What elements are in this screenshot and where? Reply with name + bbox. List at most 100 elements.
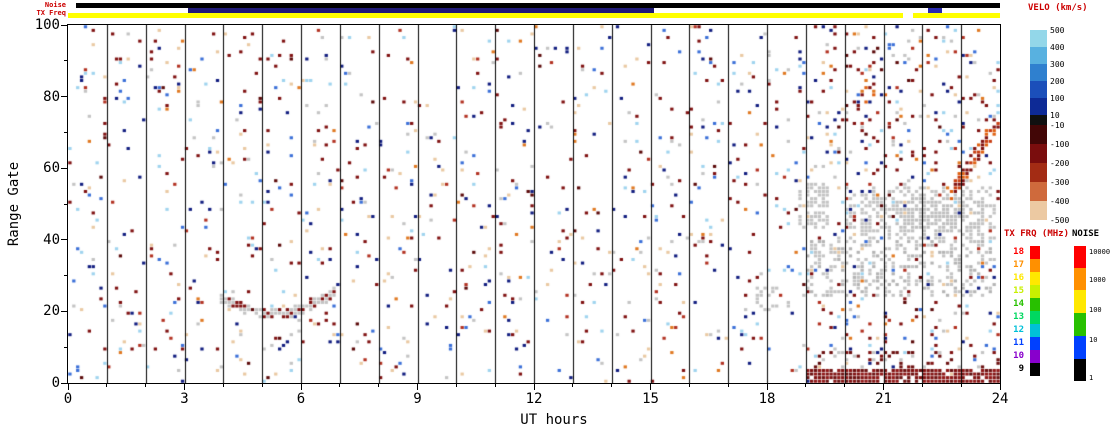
y-tick xyxy=(61,382,67,384)
x-tick xyxy=(650,384,651,390)
velo-colorbar-label: 10 xyxy=(1050,111,1060,120)
x-minor-tick xyxy=(688,384,690,387)
y-tick-label: 80 xyxy=(43,88,60,105)
y-tick xyxy=(61,239,67,241)
y-minor-tick xyxy=(64,275,67,277)
tx-frq-colorbar-segment xyxy=(1030,311,1040,324)
velo-colorbar-label: -10 xyxy=(1050,121,1065,130)
noise-colorbar-segment xyxy=(1074,313,1086,336)
x-tick xyxy=(184,384,185,390)
y-tick-label: 60 xyxy=(43,160,60,177)
x-tick-label: 3 xyxy=(180,391,189,407)
mode-indicator-segment xyxy=(928,8,942,13)
tx-frq-colorbar-segment xyxy=(1030,285,1040,298)
y-tick xyxy=(61,310,67,312)
velo-colorbar-label: -500 xyxy=(1050,216,1070,225)
x-minor-tick xyxy=(455,384,457,387)
velo-colorbar-label: -200 xyxy=(1050,159,1070,168)
x-tick xyxy=(999,384,1001,390)
x-tick-label: 6 xyxy=(296,391,306,407)
velo-colorbar-segment xyxy=(1030,30,1047,47)
x-minor-tick xyxy=(378,384,380,387)
noise-legend-title: NOISE xyxy=(1072,229,1100,239)
velo-colorbar-segment xyxy=(1030,163,1047,182)
y-minor-tick xyxy=(64,346,67,348)
velo-colorbar-segment xyxy=(1030,47,1047,64)
velo-colorbar-segment xyxy=(1030,182,1047,201)
tx-frq-legend-title: TX FRQ (MHz) xyxy=(1004,229,1070,239)
x-tick-label: 0 xyxy=(63,391,73,407)
velo-colorbar-segment xyxy=(1030,144,1047,163)
x-minor-tick xyxy=(805,384,807,387)
x-minor-tick xyxy=(572,384,574,387)
x-minor-tick xyxy=(494,384,496,387)
x-minor-tick xyxy=(921,384,923,387)
velo-colorbar-label: -400 xyxy=(1050,197,1070,206)
x-tick xyxy=(883,384,884,390)
tx-frq-colorbar-segment xyxy=(1030,246,1040,259)
tx-freq-row-label: TX Freq xyxy=(36,9,66,17)
y-tick xyxy=(61,24,67,26)
noise-colorbar-label: 10 xyxy=(1089,336,1098,344)
x-minor-tick xyxy=(106,384,108,387)
x-tick xyxy=(300,384,302,390)
x-tick-label: 24 xyxy=(991,391,1009,407)
x-tick xyxy=(533,384,535,390)
tx-freq-indicator-segment xyxy=(68,13,903,18)
tx-frq-colorbar-segment xyxy=(1030,363,1040,376)
x-tick-label: 21 xyxy=(875,391,892,407)
tx-frq-entry-label: 17 xyxy=(1013,260,1024,270)
tx-frq-colorbar-segment xyxy=(1030,259,1040,272)
tx-frq-entry-label: 11 xyxy=(1013,338,1024,348)
tx-freq-indicator-segment xyxy=(912,13,1000,18)
x-minor-tick xyxy=(844,384,846,387)
y-tick-label: 40 xyxy=(43,231,60,248)
tx-frq-entry-label: 15 xyxy=(1013,286,1024,296)
x-minor-tick xyxy=(611,384,613,387)
velo-colorbar-label: 100 xyxy=(1050,94,1065,103)
x-axis-title: UT hours xyxy=(520,412,588,428)
x-tick-label: 15 xyxy=(642,391,659,407)
x-minor-tick xyxy=(261,384,263,387)
tx-frq-colorbar-segment xyxy=(1030,298,1040,311)
x-tick-label: 12 xyxy=(525,391,543,407)
tx-frq-colorbar-segment xyxy=(1030,324,1040,337)
velo-colorbar-label: -100 xyxy=(1050,140,1070,149)
noise-row-label: Noise xyxy=(44,1,66,9)
noise-indicator-segment xyxy=(75,3,1000,8)
x-minor-tick xyxy=(222,384,224,387)
tx-frq-colorbar-segment xyxy=(1030,350,1040,363)
y-axis-title: Range Gate xyxy=(6,161,22,247)
noise-colorbar-label: 10000 xyxy=(1089,248,1111,256)
noise-colorbar-segment xyxy=(1074,268,1086,290)
noise-colorbar-label: 100 xyxy=(1089,306,1102,314)
y-minor-tick xyxy=(64,60,67,62)
velocity-scatter-canvas xyxy=(68,25,1000,383)
noise-colorbar-label: 1000 xyxy=(1089,276,1106,284)
velocity-colorbar-title: VELO (km/s) xyxy=(1028,3,1088,13)
x-tick xyxy=(67,384,69,390)
x-tick xyxy=(766,384,768,390)
noise-colorbar-label: 1 xyxy=(1089,374,1094,382)
y-minor-tick xyxy=(64,203,67,205)
velo-colorbar-segment xyxy=(1030,81,1047,98)
y-tick-label: 0 xyxy=(51,375,60,391)
velo-colorbar-label: 500 xyxy=(1050,26,1065,35)
velo-colorbar-label: 200 xyxy=(1050,77,1065,86)
x-tick-label: 9 xyxy=(413,391,422,407)
velo-colorbar-label: -300 xyxy=(1050,178,1070,187)
tx-frq-colorbar-segment xyxy=(1030,337,1040,350)
velo-colorbar-segment xyxy=(1030,201,1047,220)
y-tick-label: 20 xyxy=(43,303,60,320)
velo-colorbar-segment xyxy=(1030,98,1047,115)
x-minor-tick xyxy=(145,384,147,387)
y-tick-label: 100 xyxy=(34,17,60,33)
x-tick xyxy=(417,384,418,390)
y-tick xyxy=(61,167,67,169)
velo-colorbar-segment xyxy=(1030,125,1047,144)
x-tick-label: 18 xyxy=(758,391,776,407)
x-minor-tick xyxy=(727,384,729,387)
mode-indicator-segment xyxy=(188,8,655,13)
noise-colorbar-segment xyxy=(1074,359,1086,381)
